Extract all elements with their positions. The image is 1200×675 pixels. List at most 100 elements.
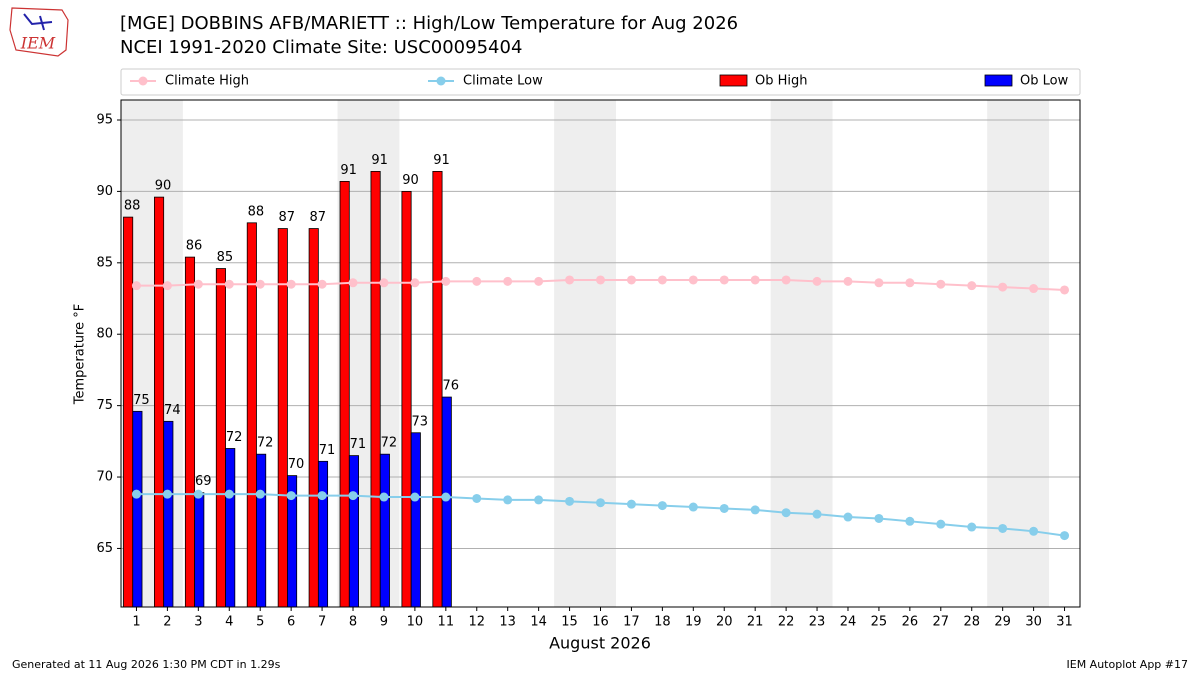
- point: [348, 491, 358, 501]
- data-label: 90: [155, 179, 172, 194]
- bar: [225, 448, 236, 608]
- point: [410, 278, 420, 288]
- point: [255, 489, 265, 499]
- point: [812, 509, 822, 519]
- legend-swatch: [138, 76, 148, 86]
- x-tick-label: 18: [654, 615, 671, 630]
- legend-label: Climate Low: [463, 74, 543, 89]
- point: [441, 492, 451, 502]
- point: [719, 275, 729, 285]
- chart-title: [MGE] DOBBINS AFB/MARIETT :: High/Low Te…: [120, 13, 738, 34]
- x-tick-label: 24: [840, 615, 857, 630]
- point: [1060, 531, 1070, 541]
- point: [688, 275, 698, 285]
- point: [626, 275, 636, 285]
- data-label: 91: [371, 153, 388, 168]
- x-tick-label: 4: [225, 615, 233, 630]
- bar: [308, 228, 319, 608]
- x-tick-label: 30: [1025, 615, 1042, 630]
- data-label: 75: [133, 393, 150, 408]
- point: [843, 276, 853, 286]
- x-tick-label: 7: [318, 615, 326, 630]
- weekend-shade: [987, 100, 1050, 607]
- bar: [246, 222, 257, 608]
- x-tick-label: 27: [933, 615, 950, 630]
- legend-label: Ob High: [755, 74, 808, 89]
- point: [131, 489, 141, 499]
- x-tick-label: 28: [963, 615, 980, 630]
- weekend-shade: [554, 100, 616, 607]
- data-label: 72: [381, 436, 398, 451]
- plot-frame: [120, 99, 1081, 608]
- point: [688, 502, 698, 512]
- point: [162, 281, 172, 291]
- point: [255, 279, 265, 289]
- bar: [348, 455, 359, 608]
- x-tick-label: 13: [499, 615, 516, 630]
- point: [534, 495, 544, 505]
- legend-swatch: [436, 76, 446, 86]
- data-label: 71: [350, 437, 367, 452]
- legend-box: [120, 68, 1081, 96]
- point: [781, 508, 791, 518]
- x-tick-label: 23: [809, 615, 826, 630]
- point: [565, 275, 575, 285]
- bar: [194, 492, 205, 608]
- x-tick-label: 26: [902, 615, 919, 630]
- point: [998, 523, 1008, 533]
- data-label: 85: [217, 250, 234, 265]
- point: [348, 278, 358, 288]
- data-label: 72: [257, 436, 274, 451]
- data-label: 88: [124, 199, 141, 214]
- x-tick-label: 8: [349, 615, 357, 630]
- legend-label: Ob Low: [1020, 74, 1069, 89]
- x-tick-label: 3: [194, 615, 202, 630]
- footer-right: IEM Autoplot App #17: [1067, 658, 1189, 671]
- point: [936, 519, 946, 529]
- point: [224, 279, 234, 289]
- x-tick-label: 22: [778, 615, 795, 630]
- x-tick-label: 5: [256, 615, 264, 630]
- bar: [410, 432, 421, 608]
- point: [596, 498, 605, 508]
- point: [534, 276, 544, 286]
- bar: [370, 171, 381, 608]
- point: [441, 276, 451, 286]
- bar: [339, 181, 350, 608]
- x-axis-label: August 2026: [549, 634, 651, 653]
- point: [874, 513, 884, 523]
- bar: [256, 453, 267, 608]
- point: [657, 275, 667, 285]
- point: [812, 276, 822, 286]
- y-tick-label: 85: [96, 255, 113, 270]
- point: [1029, 526, 1039, 536]
- bar: [379, 453, 390, 608]
- bar: [154, 196, 165, 608]
- point: [162, 489, 172, 499]
- data-label: 90: [402, 173, 419, 188]
- bar: [277, 228, 288, 608]
- x-tick-label: 11: [438, 615, 455, 630]
- bar: [215, 268, 226, 608]
- x-tick-label: 29: [994, 615, 1011, 630]
- x-tick-label: 19: [685, 615, 702, 630]
- point: [905, 278, 915, 288]
- x-tick-label: 1: [132, 615, 140, 630]
- point: [626, 499, 636, 509]
- data-label: 87: [309, 210, 326, 225]
- bar: [123, 216, 134, 608]
- point: [193, 489, 203, 499]
- x-tick-label: 10: [407, 615, 424, 630]
- data-label: 70: [288, 457, 305, 472]
- x-tick-label: 14: [530, 615, 547, 630]
- legend-swatch: [719, 74, 748, 87]
- point: [317, 491, 327, 501]
- point: [286, 279, 296, 289]
- x-tick-label: 31: [1056, 615, 1073, 630]
- point: [750, 505, 760, 515]
- point: [967, 522, 977, 532]
- logo: IEM: [9, 7, 69, 57]
- logo-text: IEM: [20, 34, 56, 53]
- x-tick-label: 6: [287, 615, 295, 630]
